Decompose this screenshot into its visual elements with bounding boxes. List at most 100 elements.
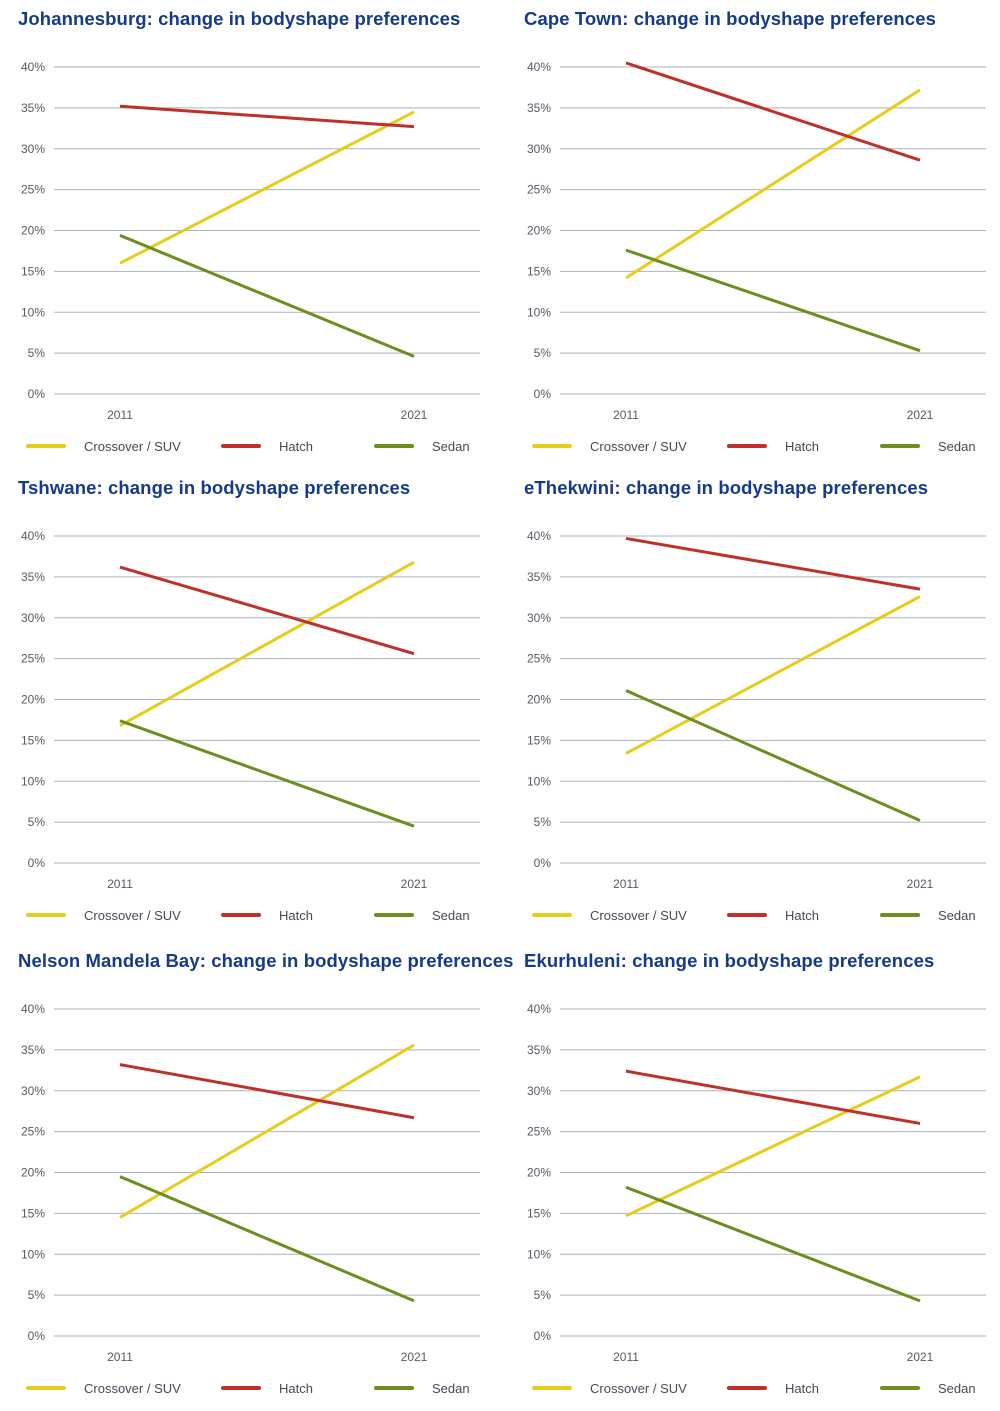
series-line-crossover <box>625 595 921 755</box>
legend-swatch-crossover <box>532 444 572 448</box>
y-tick-label: 15% <box>21 1206 45 1220</box>
line-chart: 0% 5% 10% 15% 20% 25% 30% 35% 40% 2011 2021 <box>527 1002 986 1364</box>
y-tick-label: 35% <box>527 570 551 584</box>
y-tick-label: 5% <box>28 815 46 829</box>
y-tick-label: 20% <box>21 224 45 238</box>
chart-title: Tshwane: change in bodyshape preferences <box>18 477 411 498</box>
legend-label-sedan: Sedan <box>432 907 470 923</box>
legend-swatch-hatch <box>727 444 767 448</box>
y-tick-label: 35% <box>527 1043 551 1057</box>
legend-swatch-sedan <box>880 1386 920 1390</box>
chart-legend: Crossover / SUV Hatch Sedan <box>18 436 498 456</box>
chart-legend: Crossover / SUV Hatch Sedan <box>18 1378 498 1398</box>
y-tick-label: 40% <box>527 529 551 543</box>
y-tick-label: 10% <box>21 305 45 319</box>
series-line-crossover <box>119 110 415 265</box>
chart-title: eThekwini: change in bodyshape preferenc… <box>524 477 929 498</box>
line-chart: 0% 5% 10% 15% 20% 25% 30% 35% 40% 2011 2021 <box>21 1002 480 1364</box>
y-tick-label: 5% <box>534 815 552 829</box>
legend-swatch-sedan <box>374 1386 414 1390</box>
y-tick-label: 30% <box>527 611 551 625</box>
series-line-hatch <box>625 61 921 162</box>
legend-swatch-hatch <box>221 1386 261 1390</box>
legend-label-sedan: Sedan <box>938 1380 976 1396</box>
x-tick-label: 2021 <box>907 877 934 891</box>
legend-label-crossover: Crossover / SUV <box>84 1380 181 1396</box>
chart-legend: Crossover / SUV Hatch Sedan <box>18 905 498 925</box>
legend-item-crossover: Crossover / SUV <box>532 436 687 456</box>
y-tick-label: 35% <box>21 570 45 584</box>
chart-panel-ethekwini: eThekwini: change in bodyshape preferenc… <box>524 469 1000 929</box>
y-tick-label: 0% <box>534 387 552 401</box>
x-tick-label: 2011 <box>613 1350 639 1364</box>
chart-title: Ekurhuleni: change in bodyshape preferen… <box>524 950 935 971</box>
y-tick-label: 30% <box>21 611 45 625</box>
y-tick-label: 25% <box>21 183 45 197</box>
chart-panel-johannesburg: Johannesburg: change in bodyshape prefer… <box>18 0 508 460</box>
y-tick-label: 40% <box>21 60 45 74</box>
y-tick-label: 30% <box>527 1084 551 1098</box>
y-tick-label: 0% <box>28 1329 46 1343</box>
chart-panel-tshwane: Tshwane: change in bodyshape preferences… <box>18 469 508 929</box>
legend-item-sedan: Sedan <box>880 436 976 456</box>
x-tick-label: 2021 <box>907 408 934 422</box>
x-tick-label: 2021 <box>401 1350 428 1364</box>
legend-label-crossover: Crossover / SUV <box>590 1380 687 1396</box>
chart-title: Nelson Mandela Bay: change in bodyshape … <box>18 950 514 971</box>
legend-label-hatch: Hatch <box>785 438 819 454</box>
y-tick-label: 20% <box>21 693 45 707</box>
series-line-crossover <box>119 1043 415 1219</box>
x-tick-label: 2011 <box>107 408 133 422</box>
y-tick-label: 5% <box>28 1288 46 1302</box>
y-tick-label: 40% <box>527 60 551 74</box>
x-tick-label: 2011 <box>107 877 133 891</box>
y-tick-label: 10% <box>527 774 551 788</box>
x-tick-label: 2011 <box>107 1350 133 1364</box>
series-line-sedan <box>625 1185 921 1303</box>
series-line-crossover <box>119 560 415 727</box>
chart-legend: Crossover / SUV Hatch Sedan <box>524 436 1000 456</box>
legend-swatch-crossover <box>532 913 572 917</box>
y-tick-label: 15% <box>21 264 45 278</box>
legend-swatch-sedan <box>374 913 414 917</box>
y-tick-label: 0% <box>534 1329 552 1343</box>
y-tick-label: 25% <box>527 183 551 197</box>
series-line-hatch <box>625 536 921 591</box>
y-tick-label: 0% <box>28 856 46 870</box>
legend-item-sedan: Sedan <box>374 905 470 925</box>
y-tick-label: 15% <box>527 264 551 278</box>
legend-label-crossover: Crossover / SUV <box>590 438 687 454</box>
y-tick-label: 25% <box>527 1125 551 1139</box>
legend-swatch-hatch <box>727 1386 767 1390</box>
series-line-hatch <box>119 565 415 656</box>
line-chart: 0% 5% 10% 15% 20% 25% 30% 35% 40% 2011 2021 <box>527 529 986 891</box>
y-tick-label: 5% <box>534 1288 552 1302</box>
y-tick-label: 30% <box>21 142 45 156</box>
y-tick-label: 40% <box>527 1002 551 1016</box>
y-tick-label: 40% <box>21 1002 45 1016</box>
legend-label-sedan: Sedan <box>432 1380 470 1396</box>
line-chart: 0% 5% 10% 15% 20% 25% 30% 35% 40% 2011 2021 <box>21 529 480 891</box>
legend-item-hatch: Hatch <box>727 436 819 456</box>
y-tick-label: 20% <box>527 224 551 238</box>
y-tick-label: 35% <box>21 1043 45 1057</box>
line-chart: 0% 5% 10% 15% 20% 25% 30% 35% 40% 2011 2021 <box>527 60 986 422</box>
legend-item-hatch: Hatch <box>727 1378 819 1398</box>
legend-item-crossover: Crossover / SUV <box>26 905 181 925</box>
series-line-sedan <box>119 234 415 358</box>
series-line-sedan <box>625 248 921 353</box>
x-tick-label: 2021 <box>401 408 428 422</box>
y-tick-label: 15% <box>527 1206 551 1220</box>
y-tick-label: 25% <box>527 652 551 666</box>
legend-label-sedan: Sedan <box>938 907 976 923</box>
y-tick-label: 0% <box>28 387 46 401</box>
series-line-hatch <box>119 1063 415 1120</box>
y-tick-label: 20% <box>527 1166 551 1180</box>
y-tick-label: 5% <box>534 346 552 360</box>
series-line-sedan <box>625 689 921 822</box>
series-line-sedan <box>119 719 415 828</box>
chart-title: Cape Town: change in bodyshape preferenc… <box>524 8 936 29</box>
legend-label-hatch: Hatch <box>785 907 819 923</box>
series-line-hatch <box>625 1069 921 1125</box>
legend-item-hatch: Hatch <box>221 1378 313 1398</box>
